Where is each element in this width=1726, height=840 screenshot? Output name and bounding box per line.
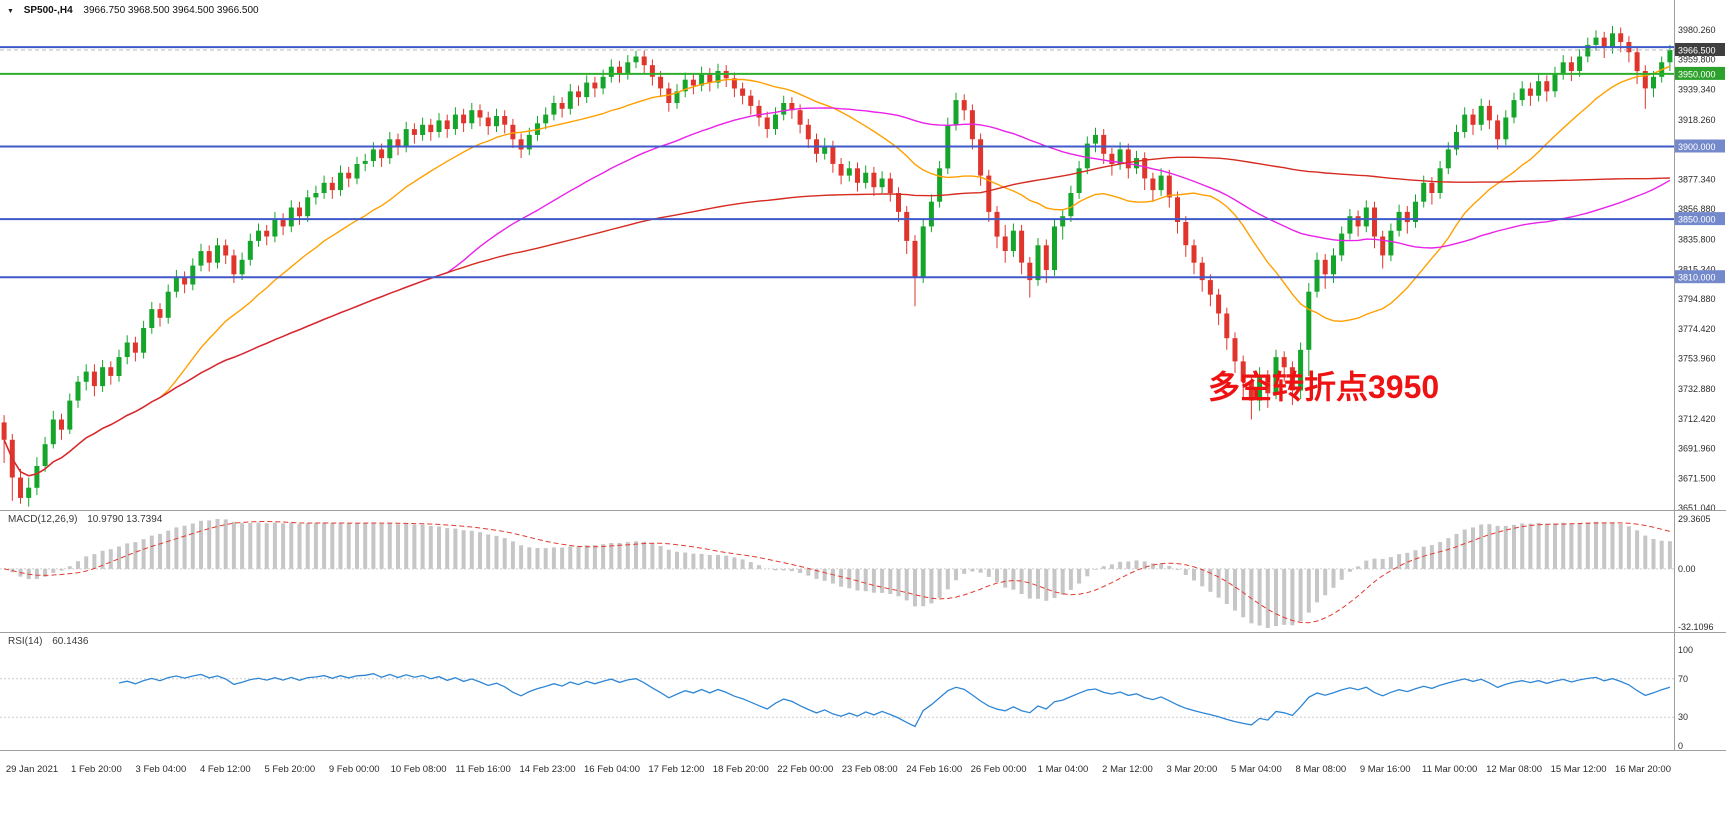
ma-slow-line [3,156,1670,477]
svg-text:3939.340: 3939.340 [1678,84,1716,94]
panel-borders [0,0,1726,751]
svg-text:3877.340: 3877.340 [1678,174,1716,184]
svg-text:8 Mar 08:00: 8 Mar 08:00 [1295,764,1346,775]
svg-text:16 Feb 04:00: 16 Feb 04:00 [584,764,640,775]
svg-text:-32.1096: -32.1096 [1678,622,1714,632]
chart-header: ▼ SP500-,H4 3966.750 3968.500 3964.500 3… [7,5,259,16]
svg-text:3651.040: 3651.040 [1678,503,1716,513]
svg-text:29.3605: 29.3605 [1678,514,1711,524]
rsi-label: RSI(14) 60.1436 [8,636,88,647]
svg-text:3794.880: 3794.880 [1678,294,1716,304]
svg-text:3774.420: 3774.420 [1678,324,1716,334]
svg-text:18 Feb 20:00: 18 Feb 20:00 [713,764,769,775]
svg-text:17 Feb 12:00: 17 Feb 12:00 [648,764,704,775]
svg-text:5 Mar 04:00: 5 Mar 04:00 [1231,764,1282,775]
svg-text:1 Feb 20:00: 1 Feb 20:00 [71,764,122,775]
svg-text:9 Feb 00:00: 9 Feb 00:00 [329,764,380,775]
rsi-values: 60.1436 [52,636,89,647]
macd-name: MACD(12,26,9) [8,514,78,525]
rsi-line [118,673,1671,728]
svg-text:16 Mar 20:00: 16 Mar 20:00 [1615,764,1671,775]
chart-symbol-timeframe: SP500-,H4 [23,5,73,16]
price-badge: 3810.000 [1675,270,1725,284]
svg-text:29 Jan 2021: 29 Jan 2021 [6,764,58,775]
svg-text:3732.880: 3732.880 [1678,384,1716,394]
svg-text:3980.260: 3980.260 [1678,25,1716,35]
svg-text:3850.000: 3850.000 [1678,215,1716,225]
price-axis[interactable]: 3980.260 3959.800 3939.340 3918.260 3877.340… [1675,25,1725,513]
svg-text:5 Feb 20:00: 5 Feb 20:00 [264,764,315,775]
macd-signal-line [3,521,1671,624]
candlestick-series [1,26,1673,507]
svg-text:4 Feb 12:00: 4 Feb 12:00 [200,764,251,775]
price-annotation: 多空转折点3950 [1208,369,1440,405]
collapse-panel-icon[interactable]: ▼ [7,8,14,15]
svg-text:26 Feb 00:00: 26 Feb 00:00 [971,764,1027,775]
svg-text:30: 30 [1678,712,1688,722]
svg-text:3835.800: 3835.800 [1678,235,1716,245]
time-axis[interactable]: 29 Jan 2021 1 Feb 20:00 3 Feb 04:00 4 Feb 1… [6,764,1671,775]
svg-text:11 Mar 00:00: 11 Mar 00:00 [1422,764,1477,775]
svg-text:0: 0 [1678,741,1683,751]
price-badge: 3966.500 [1675,43,1725,56]
svg-text:3 Mar 20:00: 3 Mar 20:00 [1167,764,1218,775]
macd-values: 10.9790 13.7394 [87,514,163,525]
svg-text:24 Feb 16:00: 24 Feb 16:00 [906,764,962,775]
svg-text:11 Feb 16:00: 11 Feb 16:00 [455,764,510,775]
svg-text:3966.500: 3966.500 [1678,46,1716,56]
svg-text:22 Feb 00:00: 22 Feb 00:00 [777,764,833,775]
price-badge: 3900.000 [1675,139,1725,153]
macd-label: MACD(12,26,9) 10.9790 13.7394 [8,514,162,525]
svg-text:2 Mar 12:00: 2 Mar 12:00 [1102,764,1153,775]
svg-text:100: 100 [1678,645,1693,655]
svg-text:23 Feb 08:00: 23 Feb 08:00 [842,764,898,775]
price-badge: 3950.000 [1675,66,1725,80]
svg-text:0.00: 0.00 [1678,564,1696,574]
svg-text:14 Feb 23:00: 14 Feb 23:00 [520,764,576,775]
rsi-name: RSI(14) [8,636,43,647]
ma-mid-line [3,107,1671,477]
ma-fast-line [3,65,1671,477]
svg-text:3712.420: 3712.420 [1678,414,1716,424]
svg-text:3753.960: 3753.960 [1678,354,1716,364]
svg-text:70: 70 [1678,674,1688,684]
svg-text:3900.000: 3900.000 [1678,142,1716,152]
svg-text:1 Mar 04:00: 1 Mar 04:00 [1038,764,1089,775]
svg-text:3691.960: 3691.960 [1678,444,1716,454]
svg-text:3950.000: 3950.000 [1678,69,1716,79]
svg-text:3815.340: 3815.340 [1678,265,1716,275]
svg-text:3671.500: 3671.500 [1678,473,1716,483]
svg-text:10 Feb 08:00: 10 Feb 08:00 [391,764,447,775]
svg-text:12 Mar 08:00: 12 Mar 08:00 [1486,764,1542,775]
svg-text:3 Feb 04:00: 3 Feb 04:00 [136,764,187,775]
svg-text:15 Mar 12:00: 15 Mar 12:00 [1551,764,1607,775]
rsi-axis[interactable]: 100 70 30 0 [1678,645,1693,751]
rsi-panel [0,678,1674,718]
svg-text:3918.260: 3918.260 [1678,115,1716,125]
svg-text:9 Mar 16:00: 9 Mar 16:00 [1360,764,1411,775]
svg-text:3856.880: 3856.880 [1678,204,1716,214]
macd-axis[interactable]: 29.3605 0.00 -32.1096 [1678,514,1714,632]
svg-text:3810.000: 3810.000 [1678,273,1716,283]
price-badge: 3850.000 [1675,212,1725,226]
horizontal-level-lines[interactable] [0,46,1674,279]
chart-ohlc-values: 3966.750 3968.500 3964.500 3966.500 [83,5,259,16]
svg-text:3959.800: 3959.800 [1678,55,1716,65]
macd-histogram [0,519,1674,628]
